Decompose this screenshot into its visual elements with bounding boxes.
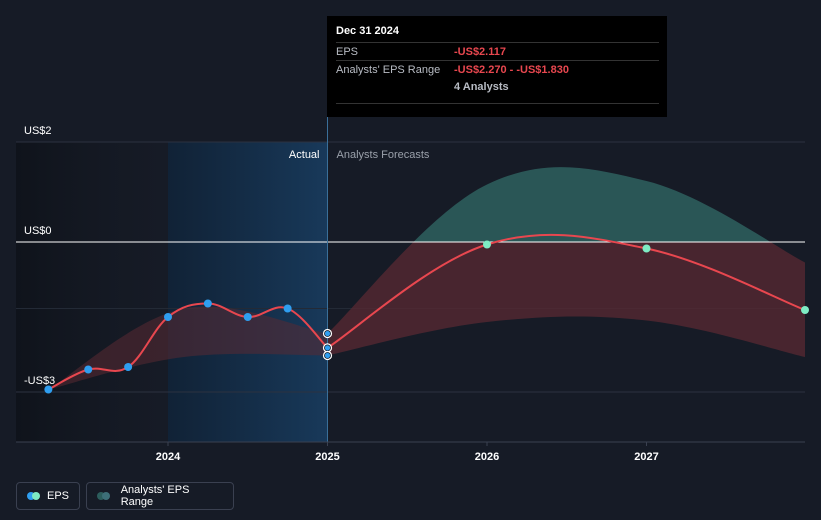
actual-period-highlight <box>168 142 328 442</box>
range-legend-icon <box>97 492 113 500</box>
eps-forecast-point-1 <box>642 244 651 253</box>
y-axis-labels: US$2 US$0 -US$3 <box>24 125 55 387</box>
eps-actual-point-0 <box>44 385 53 394</box>
eps-actual-point-1 <box>84 365 93 374</box>
legend-range-button[interactable]: Analysts' EPS Range <box>86 482 234 510</box>
tooltip-date: Dec 31 2024 <box>336 25 399 37</box>
legend-eps-button[interactable]: EPS <box>16 482 80 510</box>
x-label-2: 2026 <box>475 451 499 463</box>
historical-range-band <box>48 306 328 390</box>
eps-actual-point-6 <box>283 304 292 313</box>
data-tooltip: Dec 31 2024 EPS -US$2.117 Analysts' EPS … <box>327 16 667 117</box>
tooltip-range-label: Analysts' EPS Range <box>336 63 441 76</box>
legend-eps-label: EPS <box>46 490 69 502</box>
forecast-section-label: Analysts Forecasts <box>337 149 430 161</box>
tooltip-range-row: Analysts' EPS Range -US$2.270 - -US$1.83… <box>336 60 659 78</box>
eps-forecast-point-0 <box>483 240 491 249</box>
legend-range-label: Analysts' EPS Range <box>120 484 190 508</box>
eps-actual-point-3 <box>164 313 172 321</box>
actual-section-label: Actual <box>289 149 320 161</box>
y-label-0: US$2 <box>24 125 52 137</box>
x-axis-labels: 2024 2025 2026 2027 <box>156 442 659 463</box>
eps-actual-line <box>47 302 329 391</box>
x-label-3: 2027 <box>634 451 658 463</box>
tooltip-analyst-count: 4 Analysts <box>454 80 509 93</box>
tooltip-analysts-row: 4 Analysts <box>336 78 659 95</box>
eps-forecast-line <box>326 233 806 349</box>
data-markers <box>44 240 809 394</box>
estimate-marker-core-0 <box>324 330 331 337</box>
forecast-range-band-positive <box>413 167 771 242</box>
tooltip-range-value: -US$2.270 - -US$1.830 <box>454 63 569 76</box>
tooltip-eps-row: EPS -US$2.117 <box>336 42 659 60</box>
estimate-marker-core-2 <box>324 352 331 359</box>
eps-legend-icon <box>27 492 40 500</box>
tooltip-divider <box>336 103 659 104</box>
y-label-2: -US$3 <box>24 375 55 387</box>
x-label-1: 2025 <box>315 451 339 463</box>
forecast-range-band-negative <box>327 242 805 357</box>
y-label-1: US$0 <box>24 225 52 237</box>
x-label-0: 2024 <box>156 451 181 463</box>
eps-forecast-point-2 <box>801 306 809 314</box>
tooltip-eps-label: EPS <box>336 45 359 58</box>
tooltip-eps-value: -US$2.117 <box>454 45 506 58</box>
eps-actual-point-5 <box>243 313 252 321</box>
eps-actual-point-4 <box>203 299 212 308</box>
past-period-shade <box>16 142 168 442</box>
eps-actual-point-2 <box>124 363 133 371</box>
estimate-marker-core-1 <box>324 345 331 351</box>
